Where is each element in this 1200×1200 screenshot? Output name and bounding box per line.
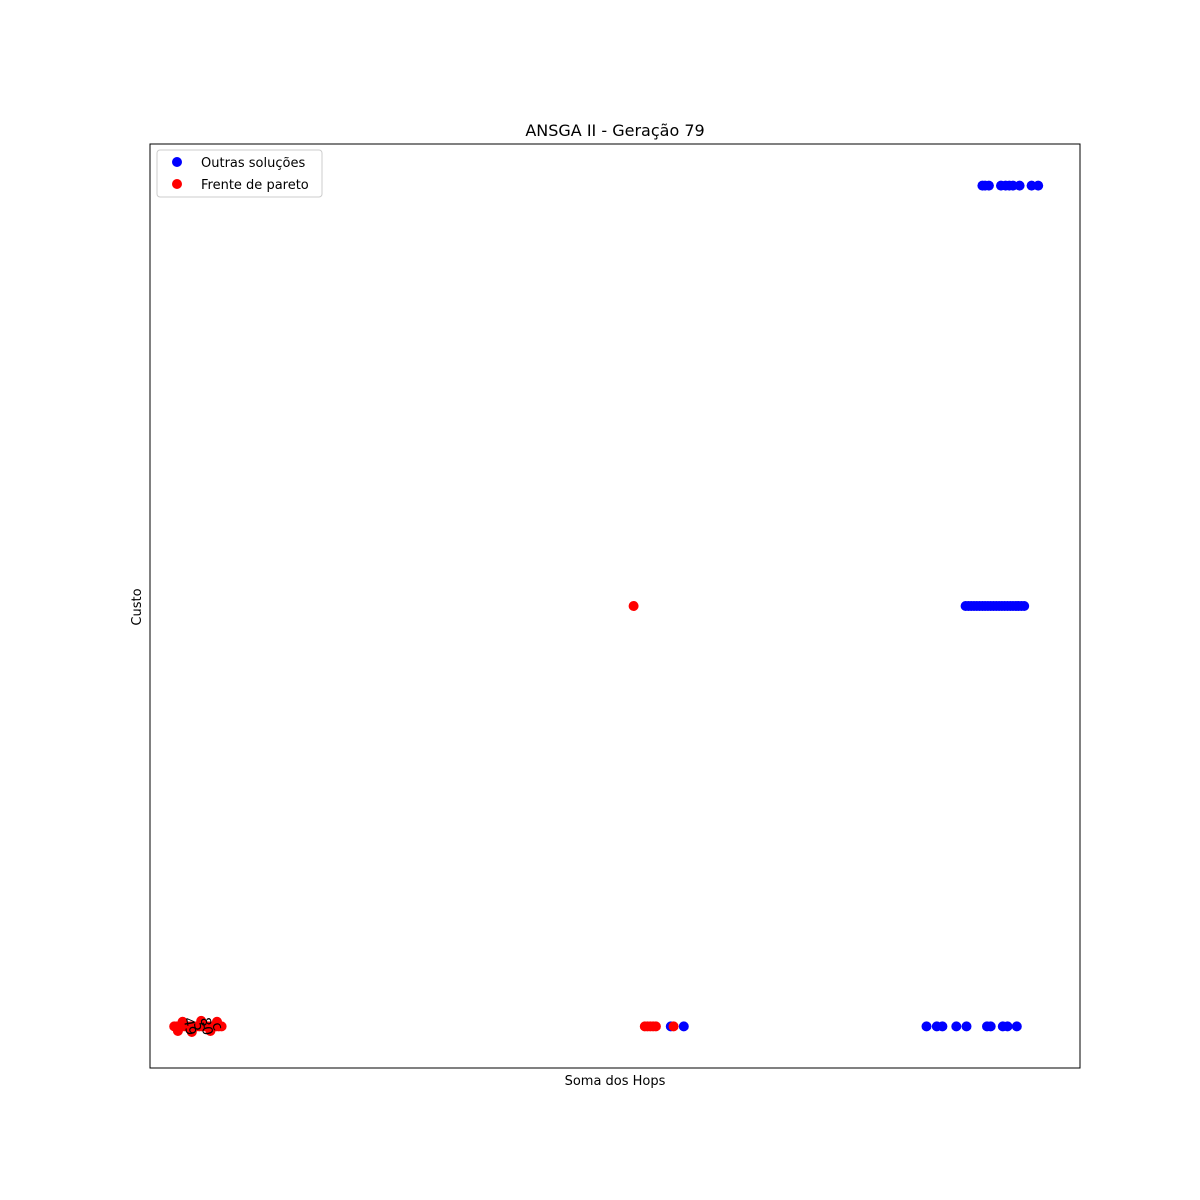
point-outras-42	[1002, 1021, 1013, 1032]
plot-area: 495 c80	[149, 143, 1081, 1069]
point-pareto-29	[205, 1026, 216, 1036]
point-outras-37	[951, 1021, 962, 1032]
point-outras-36	[937, 1021, 948, 1032]
point-outras-9	[1033, 180, 1044, 191]
chart-title: ANSGA II - Geração 79	[525, 121, 704, 140]
point-annotation-3: 80	[196, 1016, 215, 1036]
plot-frame	[149, 143, 1081, 1069]
point-outras-33	[678, 1021, 689, 1032]
x-axis-label: Soma dos Hops	[565, 1074, 666, 1089]
point-outras-7	[1014, 180, 1025, 191]
legend: Outras soluções Frente de pareto	[156, 149, 323, 198]
point-outras-34	[921, 1021, 932, 1032]
point-outras-2	[983, 180, 994, 191]
y-axis-label: Custo	[130, 588, 145, 625]
point-pareto-25	[172, 1026, 183, 1036]
point-pareto-27	[186, 1027, 197, 1037]
point-pareto-30	[212, 1016, 222, 1027]
legend-label-outras: Outras soluções	[201, 156, 305, 171]
point-outras-31	[1019, 601, 1030, 611]
legend-marker-pareto	[172, 179, 182, 189]
point-pareto-6	[668, 1021, 679, 1032]
point-annotation-0: 49	[180, 1016, 199, 1036]
point-outras-40	[985, 1021, 996, 1032]
legend-marker-outras	[172, 157, 182, 167]
point-pareto-0	[628, 601, 639, 611]
point-pareto-28	[196, 1015, 207, 1026]
point-pareto-26	[177, 1016, 188, 1027]
legend-label-pareto: Frente de pareto	[201, 178, 309, 193]
plot-background	[150, 144, 1080, 1068]
points-layer	[169, 180, 1044, 1037]
point-outras-38	[961, 1021, 972, 1032]
point-pareto-5	[650, 1021, 661, 1032]
point-outras-43	[1011, 1021, 1022, 1032]
legend-box	[156, 149, 323, 198]
point-annotation-1: 5	[190, 1021, 207, 1033]
